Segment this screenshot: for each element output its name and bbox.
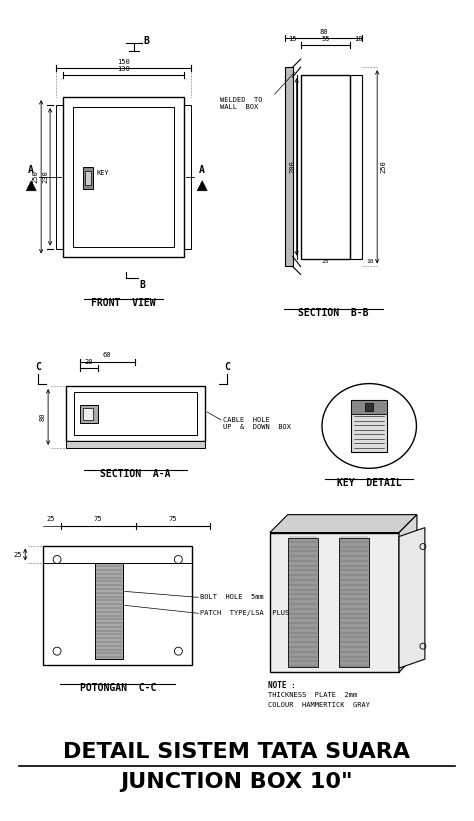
Bar: [83, 167, 93, 189]
Text: CABLE  HOLE
UP  &  DOWN  BOX: CABLE HOLE UP & DOWN BOX: [223, 417, 291, 430]
Bar: [285, 67, 292, 267]
Text: C: C: [35, 362, 41, 372]
Text: A: A: [199, 165, 205, 175]
Text: B: B: [144, 36, 149, 46]
Text: 150: 150: [117, 59, 130, 65]
Text: KEY  DETAIL: KEY DETAIL: [337, 478, 401, 488]
Text: KEY: KEY: [97, 170, 109, 176]
Text: 230: 230: [42, 171, 48, 183]
Text: 80: 80: [319, 30, 328, 35]
Text: NOTE :: NOTE :: [268, 681, 296, 690]
Bar: [66, 441, 205, 448]
Text: 75: 75: [168, 516, 177, 521]
Text: PATCH  TYPE/LSA  PLUS: PATCH TYPE/LSA PLUS: [200, 610, 290, 617]
Bar: [83, 408, 93, 420]
Text: 250: 250: [32, 171, 38, 183]
Text: SECTION  A-A: SECTION A-A: [100, 469, 171, 479]
Bar: [184, 105, 191, 249]
Text: 55: 55: [321, 36, 330, 42]
Bar: [63, 97, 184, 256]
Text: 15: 15: [288, 36, 297, 42]
Text: 10: 10: [354, 36, 363, 42]
Bar: [270, 533, 399, 672]
Text: 25: 25: [14, 552, 22, 557]
Text: DETAIL SISTEM TATA SUARA: DETAIL SISTEM TATA SUARA: [64, 742, 410, 762]
Polygon shape: [399, 528, 425, 668]
Text: 25: 25: [322, 259, 329, 264]
Text: 80: 80: [39, 413, 45, 421]
Text: THICKNESS  PLATE  2mm: THICKNESS PLATE 2mm: [268, 692, 357, 698]
Bar: [350, 76, 362, 259]
Bar: [66, 386, 205, 441]
Bar: [80, 405, 98, 423]
Polygon shape: [270, 515, 417, 533]
Text: 25: 25: [47, 516, 55, 521]
Text: COLOUR  HAMMERTICK  GRAY: COLOUR HAMMERTICK GRAY: [268, 702, 370, 708]
Text: JUNCTION BOX 10": JUNCTION BOX 10": [121, 772, 353, 791]
Polygon shape: [197, 181, 207, 190]
Text: 60: 60: [102, 352, 111, 358]
Text: 20: 20: [85, 359, 93, 365]
Bar: [339, 538, 369, 667]
Text: WELDED  TO
WALL  BOX: WELDED TO WALL BOX: [220, 97, 263, 110]
Bar: [95, 563, 123, 659]
Text: C: C: [224, 362, 230, 372]
Bar: [351, 400, 387, 452]
Bar: [73, 107, 174, 246]
Text: A: A: [28, 165, 34, 175]
Text: POTONGAN  C-C: POTONGAN C-C: [80, 683, 156, 693]
Text: 250: 250: [380, 160, 386, 173]
Text: FRONT  VIEW: FRONT VIEW: [91, 298, 156, 309]
Bar: [288, 538, 318, 667]
Bar: [351, 400, 387, 414]
Bar: [74, 392, 197, 435]
Text: 200: 200: [290, 160, 296, 173]
Text: SECTION  B-B: SECTION B-B: [298, 309, 369, 319]
Text: 10: 10: [366, 259, 374, 264]
Polygon shape: [399, 515, 417, 672]
Polygon shape: [26, 181, 36, 190]
Bar: [43, 545, 192, 665]
Text: B: B: [139, 281, 146, 291]
Text: BOLT  HOLE  5mm: BOLT HOLE 5mm: [200, 594, 264, 600]
Text: 130: 130: [117, 67, 130, 72]
Text: 75: 75: [93, 516, 102, 521]
Bar: [365, 403, 373, 411]
Bar: [85, 171, 91, 185]
Bar: [301, 76, 350, 259]
Bar: [56, 105, 63, 249]
